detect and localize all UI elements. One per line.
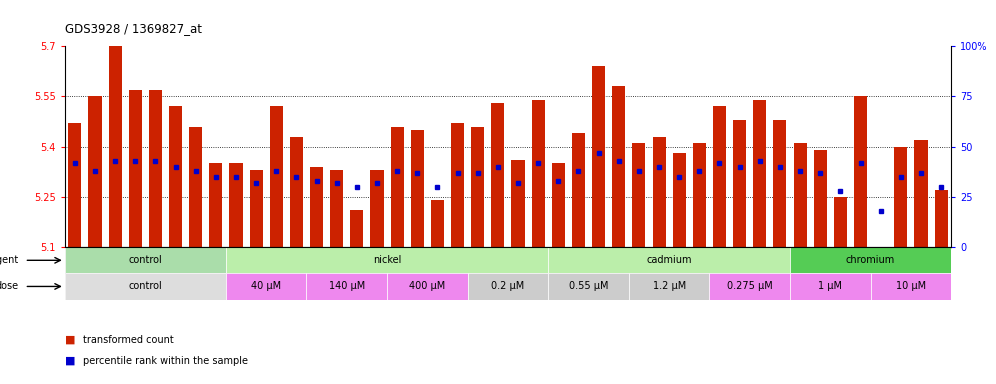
- Bar: [371, 170, 383, 247]
- Bar: [229, 164, 243, 247]
- Bar: [468, 273, 548, 300]
- Bar: [628, 273, 709, 300]
- Bar: [548, 273, 628, 300]
- Bar: [310, 167, 323, 247]
- Bar: [894, 147, 907, 247]
- Text: chromium: chromium: [846, 255, 895, 265]
- Bar: [128, 89, 141, 247]
- Bar: [290, 137, 303, 247]
- Bar: [773, 120, 787, 247]
- Bar: [814, 150, 827, 247]
- Bar: [548, 247, 790, 273]
- Bar: [532, 100, 545, 247]
- Bar: [491, 103, 504, 247]
- Text: 0.2 μM: 0.2 μM: [491, 281, 525, 291]
- Text: transformed count: transformed count: [83, 335, 173, 345]
- Text: ■: ■: [65, 335, 76, 345]
- Bar: [270, 106, 283, 247]
- Bar: [387, 273, 468, 300]
- Bar: [552, 164, 565, 247]
- Text: 1 μM: 1 μM: [819, 281, 843, 291]
- Text: control: control: [128, 255, 162, 265]
- Text: control: control: [128, 281, 162, 291]
- Bar: [250, 170, 263, 247]
- Bar: [914, 140, 927, 247]
- Bar: [854, 96, 868, 247]
- Text: cadmium: cadmium: [646, 255, 692, 265]
- Bar: [351, 210, 364, 247]
- Bar: [410, 130, 424, 247]
- Text: 40 μM: 40 μM: [251, 281, 281, 291]
- Bar: [69, 123, 82, 247]
- Bar: [431, 200, 444, 247]
- Bar: [672, 153, 686, 247]
- Text: 10 μM: 10 μM: [895, 281, 926, 291]
- Bar: [65, 273, 226, 300]
- Bar: [89, 96, 102, 247]
- Bar: [834, 197, 847, 247]
- Bar: [471, 127, 484, 247]
- Bar: [572, 133, 585, 247]
- Bar: [753, 100, 766, 247]
- Bar: [148, 89, 162, 247]
- Text: dose: dose: [0, 281, 18, 291]
- Bar: [652, 137, 665, 247]
- Bar: [871, 273, 951, 300]
- Text: 0.55 μM: 0.55 μM: [569, 281, 609, 291]
- Bar: [451, 123, 464, 247]
- Text: nickel: nickel: [373, 255, 401, 265]
- Bar: [613, 86, 625, 247]
- Bar: [790, 247, 951, 273]
- Bar: [934, 190, 947, 247]
- Bar: [226, 247, 548, 273]
- Text: agent: agent: [0, 255, 18, 265]
- Bar: [209, 164, 222, 247]
- Bar: [713, 106, 726, 247]
- Bar: [632, 143, 645, 247]
- Bar: [307, 273, 387, 300]
- Text: GDS3928 / 1369827_at: GDS3928 / 1369827_at: [65, 22, 202, 35]
- Bar: [226, 273, 307, 300]
- Bar: [65, 247, 226, 273]
- Bar: [709, 273, 790, 300]
- Bar: [790, 273, 871, 300]
- Bar: [189, 127, 202, 247]
- Bar: [169, 106, 182, 247]
- Text: ■: ■: [65, 356, 76, 366]
- Text: percentile rank within the sample: percentile rank within the sample: [83, 356, 248, 366]
- Bar: [330, 170, 344, 247]
- Bar: [512, 160, 525, 247]
- Bar: [693, 143, 706, 247]
- Bar: [733, 120, 746, 247]
- Text: 0.275 μM: 0.275 μM: [727, 281, 773, 291]
- Text: 400 μM: 400 μM: [409, 281, 445, 291]
- Bar: [592, 66, 606, 247]
- Bar: [390, 127, 403, 247]
- Bar: [794, 143, 807, 247]
- Bar: [109, 46, 122, 247]
- Text: 1.2 μM: 1.2 μM: [652, 281, 686, 291]
- Text: 140 μM: 140 μM: [329, 281, 365, 291]
